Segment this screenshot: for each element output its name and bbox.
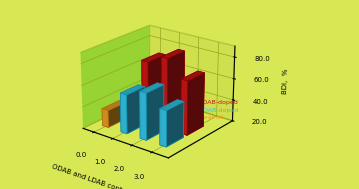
X-axis label: ODAB and LDAB content,   %: ODAB and LDAB content, % bbox=[51, 163, 148, 189]
Legend: LDAB-doped, ODAB-doped, Neat oil: LDAB-doped, ODAB-doped, Neat oil bbox=[187, 98, 241, 122]
